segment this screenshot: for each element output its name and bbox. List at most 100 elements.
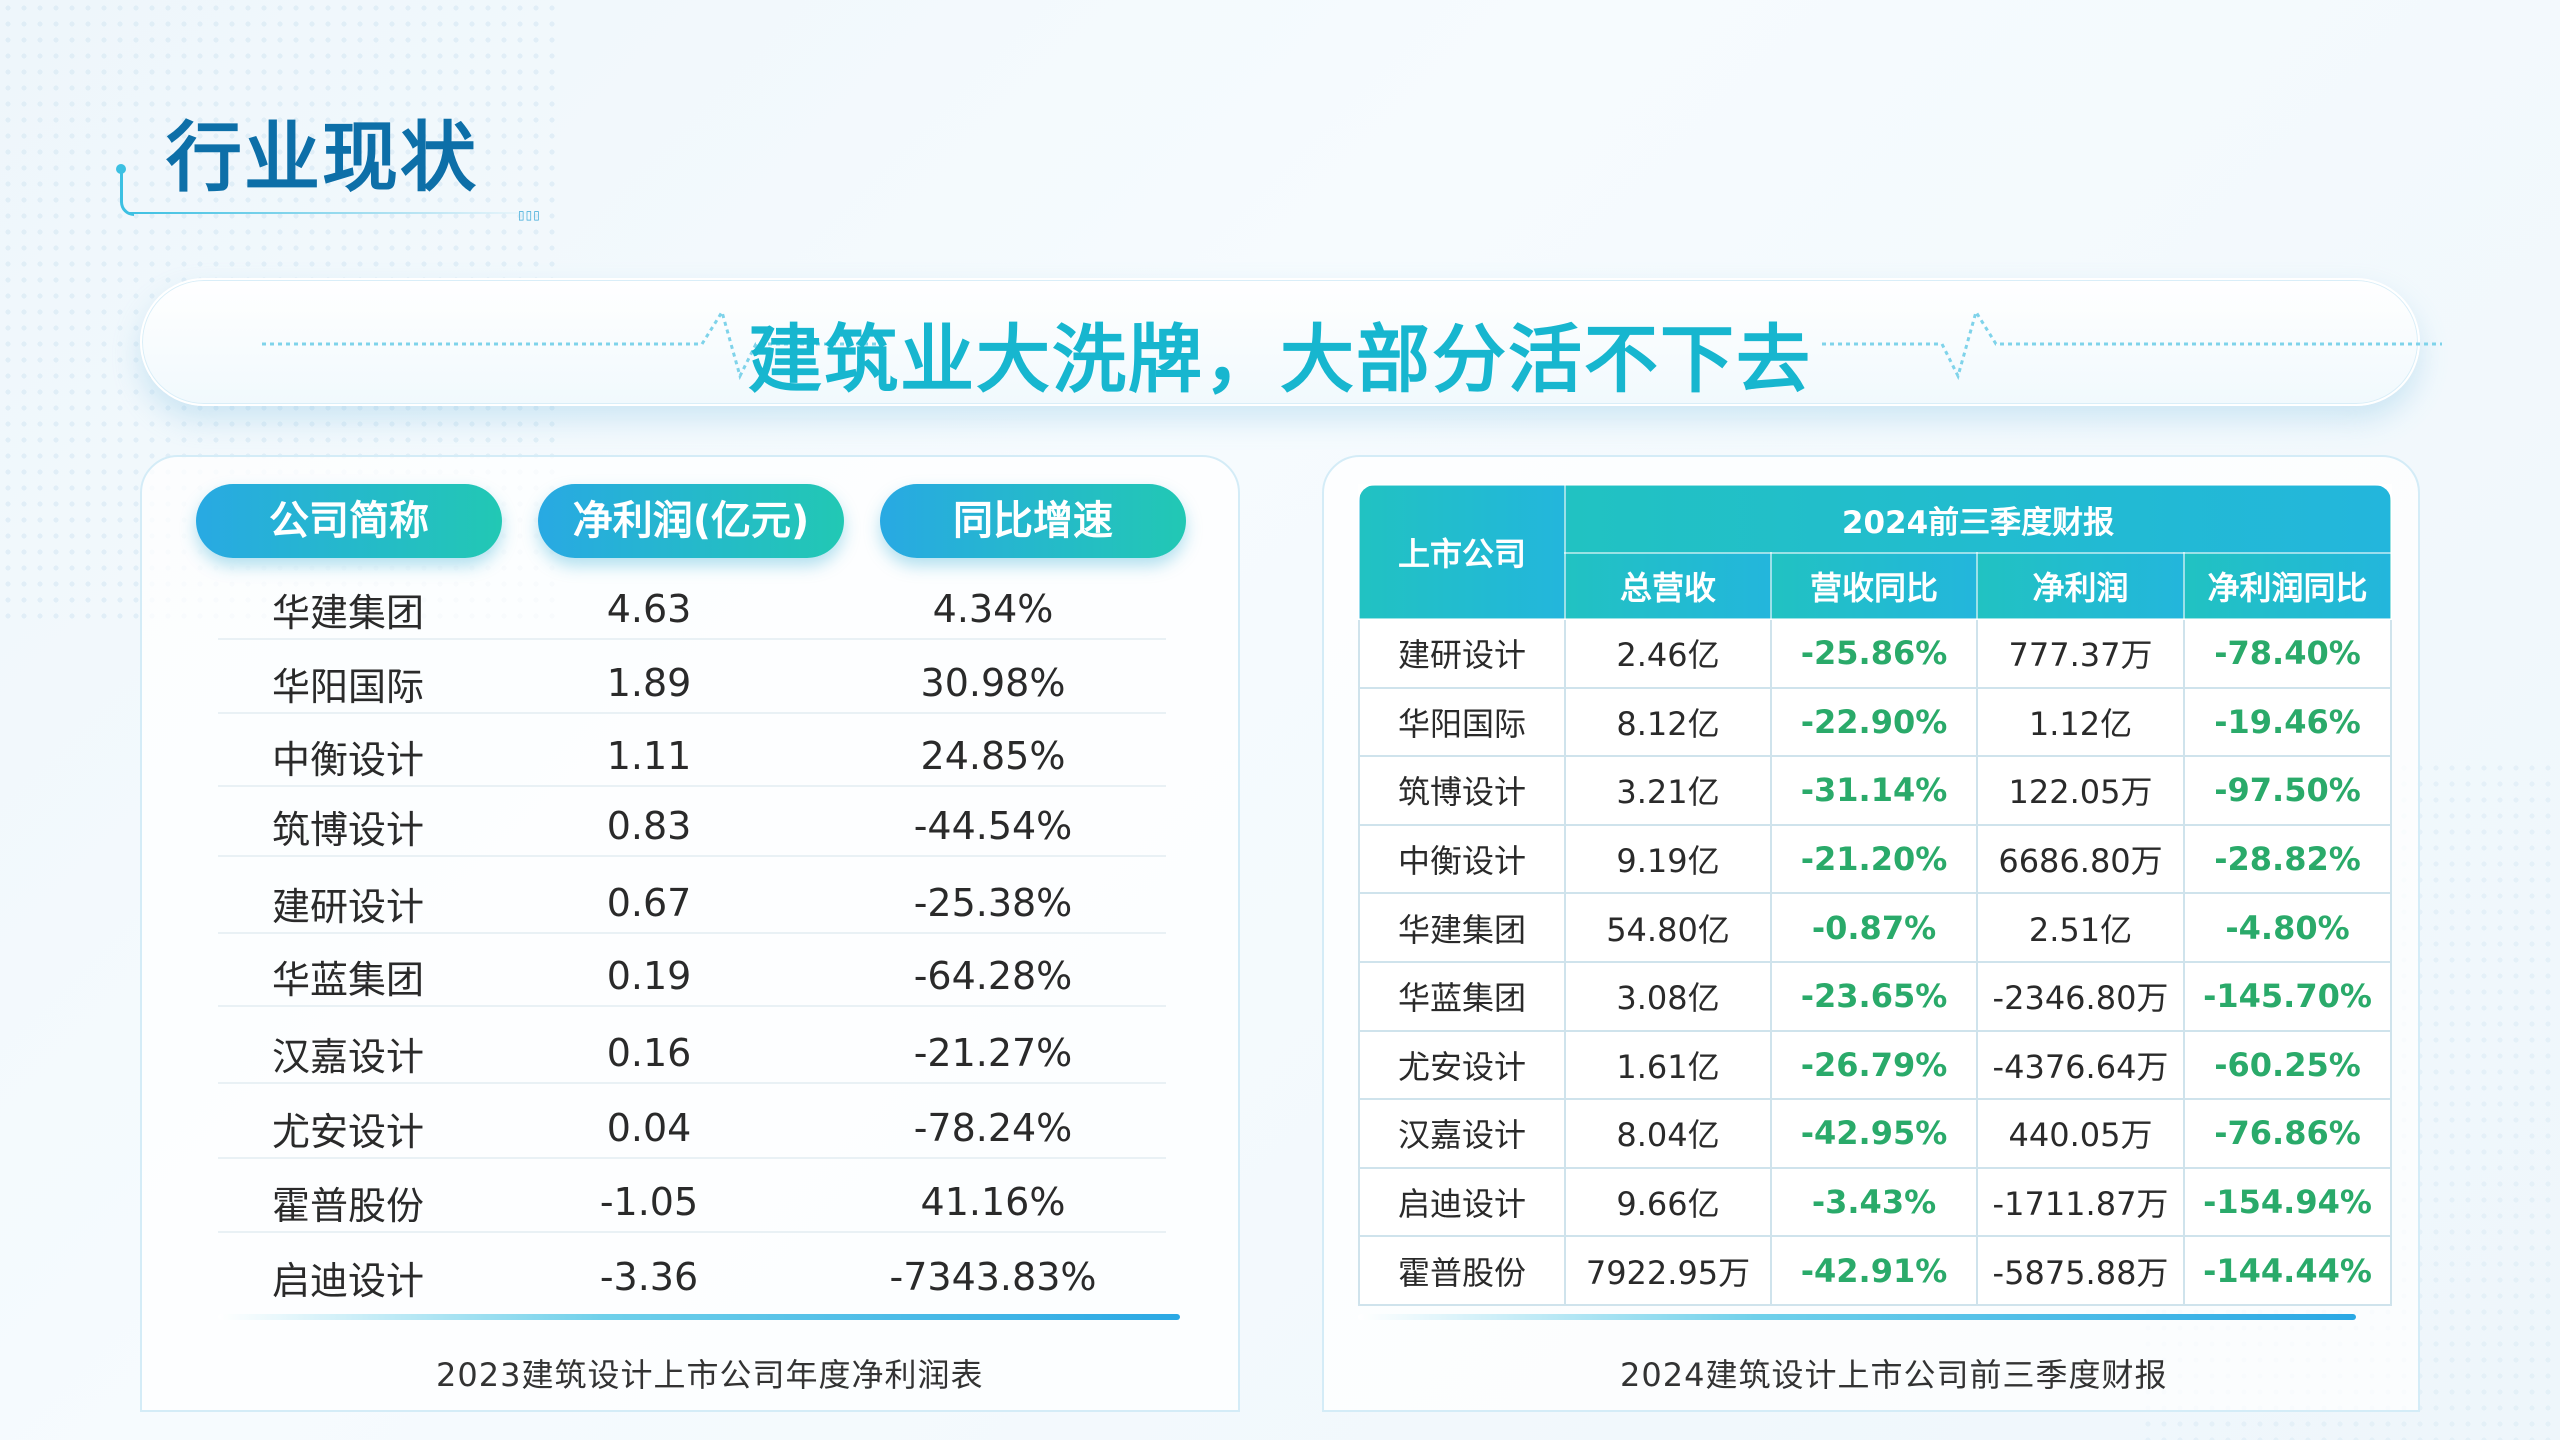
net-profit-cell: 777.37万 [1976, 618, 2185, 689]
revenue-yoy-cell: -31.14% [1770, 755, 1978, 826]
net-profit-cell: 1.89 [606, 661, 692, 705]
net-profit-yoy-cell: -78.40% [2182, 618, 2393, 689]
revenue-cell: 2.46亿 [1564, 618, 1772, 689]
net-profit-cell: -1711.87万 [1976, 1166, 2185, 1238]
net-profit-yoy-cell: -97.50% [2182, 755, 2393, 826]
net-profit-cell: -5875.88万 [1976, 1235, 2185, 1306]
right-header-revenue: 总营收 [1564, 552, 1772, 620]
revenue-yoy-cell: -26.79% [1770, 1029, 1978, 1101]
right-header-net-profit-yoy: 净利润同比 [2182, 552, 2393, 620]
right-header-revenue-yoy: 营收同比 [1770, 552, 1978, 620]
growth-cell: -7343.83% [889, 1255, 1097, 1299]
net-profit-yoy-cell: -145.70% [2182, 960, 2393, 1032]
net-profit-yoy-cell: -60.25% [2182, 1029, 2393, 1101]
table-row: 华阳国际 1.89 30.98% [218, 654, 1166, 714]
page-title: 行业现状 [166, 113, 478, 202]
net-profit-cell: 4.63 [606, 587, 692, 631]
growth-cell: -64.28% [913, 954, 1073, 998]
company-name-cell: 筑博设计 [271, 807, 424, 852]
company-name-cell: 华蓝集团 [271, 957, 424, 1002]
net-profit-cell: -3.36 [599, 1255, 699, 1299]
net-profit-cell: 0.83 [606, 804, 692, 848]
company-name-cell: 华阳国际 [1358, 686, 1566, 758]
company-name-cell: 建研设计 [1358, 618, 1566, 689]
right-header-company: 上市公司 [1358, 484, 1566, 620]
right-header-group: 2024前三季度财报 [1563, 484, 2393, 554]
revenue-cell: 3.08亿 [1564, 960, 1772, 1032]
revenue-yoy-cell: -21.20% [1770, 823, 1978, 895]
revenue-yoy-cell: -42.91% [1770, 1235, 1978, 1306]
revenue-cell: 7922.95万 [1564, 1235, 1772, 1306]
net-profit-cell: 0.19 [606, 954, 692, 998]
headline-banner: 建筑业大洗牌，大部分活不下去 [140, 278, 2442, 406]
table-row: 华建集团 4.63 4.34% [218, 580, 1166, 640]
company-name-cell: 启迪设计 [1358, 1166, 1566, 1238]
net-profit-cell: 0.04 [606, 1106, 692, 1150]
net-profit-yoy-cell: -154.94% [2182, 1166, 2393, 1238]
right-header-net-profit: 净利润 [1976, 552, 2185, 620]
left-table-bar [218, 1314, 1180, 1320]
net-profit-cell: 1.12亿 [1976, 686, 2185, 758]
net-profit-yoy-cell: -4.80% [2182, 892, 2393, 963]
revenue-yoy-cell: -0.87% [1770, 892, 1978, 963]
table-row: 汉嘉设计 8.04亿 -42.95% 440.05万 -76.86% [1358, 1098, 2393, 1169]
title-mark: ▯▯▯ [518, 208, 541, 222]
pulse-line-right-icon [1822, 308, 2442, 381]
left-header-growth: 同比增速 [880, 484, 1186, 558]
table-row: 华阳国际 8.12亿 -22.90% 1.12亿 -19.46% [1358, 686, 2393, 758]
company-name-cell: 霍普股份 [271, 1183, 424, 1228]
net-profit-cell: 440.05万 [1976, 1098, 2185, 1169]
net-profit-yoy-cell: -28.82% [2182, 823, 2393, 895]
title-underline [128, 212, 538, 214]
growth-cell: -44.54% [913, 804, 1073, 848]
company-name-cell: 中衡设计 [1358, 823, 1566, 895]
left-table-caption: 2023建筑设计上市公司年度净利润表 [436, 1356, 984, 1394]
net-profit-cell: 0.67 [606, 881, 692, 925]
table-row: 建研设计 0.67 -25.38% [218, 874, 1166, 934]
title-decoration [120, 168, 134, 216]
table-row: 华蓝集团 0.19 -64.28% [218, 947, 1166, 1007]
net-profit-cell: -2346.80万 [1976, 960, 2185, 1032]
net-profit-cell: 122.05万 [1976, 755, 2185, 826]
company-name-cell: 建研设计 [271, 884, 424, 929]
table-row: 启迪设计 9.66亿 -3.43% -1711.87万 -154.94% [1358, 1166, 2393, 1238]
company-name-cell: 华蓝集团 [1358, 960, 1566, 1032]
company-name-cell: 筑博设计 [1358, 755, 1566, 826]
growth-cell: -25.38% [913, 881, 1073, 925]
company-name-cell: 尤安设计 [1358, 1029, 1566, 1101]
revenue-cell: 54.80亿 [1564, 892, 1772, 963]
table-row: 尤安设计 0.04 -78.24% [218, 1099, 1166, 1159]
table-row: 启迪设计 -3.36 -7343.83% [218, 1247, 1166, 1307]
net-profit-yoy-cell: -144.44% [2182, 1235, 2393, 1306]
company-name-cell: 华阳国际 [271, 664, 424, 709]
company-name-cell: 华建集团 [271, 590, 424, 635]
company-name-cell: 尤安设计 [271, 1109, 424, 1154]
table-row: 汉嘉设计 0.16 -21.27% [218, 1024, 1166, 1084]
revenue-yoy-cell: -25.86% [1770, 618, 1978, 689]
table-row: 筑博设计 3.21亿 -31.14% 122.05万 -97.50% [1358, 755, 2393, 826]
revenue-cell: 1.61亿 [1564, 1029, 1772, 1101]
revenue-cell: 8.12亿 [1564, 686, 1772, 758]
table-row: 筑博设计 0.83 -44.54% [218, 797, 1166, 857]
pulse-line-left-icon [262, 308, 882, 381]
growth-cell: 24.85% [920, 734, 1066, 778]
revenue-cell: 9.19亿 [1564, 823, 1772, 895]
revenue-yoy-cell: -22.90% [1770, 686, 1978, 758]
revenue-yoy-cell: -23.65% [1770, 960, 1978, 1032]
growth-cell: 4.34% [932, 587, 1054, 631]
revenue-cell: 8.04亿 [1564, 1098, 1772, 1169]
growth-cell: -78.24% [913, 1106, 1073, 1150]
net-profit-yoy-cell: -19.46% [2182, 686, 2393, 758]
net-profit-cell: -4376.64万 [1976, 1029, 2185, 1101]
company-name-cell: 华建集团 [1358, 892, 1566, 963]
right-table-caption: 2024建筑设计上市公司前三季度财报 [1620, 1356, 2168, 1394]
right-financial-table: 上市公司 2024前三季度财报 总营收 营收同比 净利润 净利润同比 建研设计 2… [1358, 484, 2393, 1306]
left-header-net-profit: 净利润(亿元) [538, 484, 844, 558]
table-row: 中衡设计 9.19亿 -21.20% 6686.80万 -28.82% [1358, 823, 2393, 895]
table-row: 建研设计 2.46亿 -25.86% 777.37万 -78.40% [1358, 618, 2393, 689]
company-name-cell: 中衡设计 [271, 737, 424, 782]
company-name-cell: 汉嘉设计 [1358, 1098, 1566, 1169]
table-row: 华建集团 54.80亿 -0.87% 2.51亿 -4.80% [1358, 892, 2393, 963]
net-profit-cell: 2.51亿 [1976, 892, 2185, 963]
growth-cell: 30.98% [920, 661, 1066, 705]
